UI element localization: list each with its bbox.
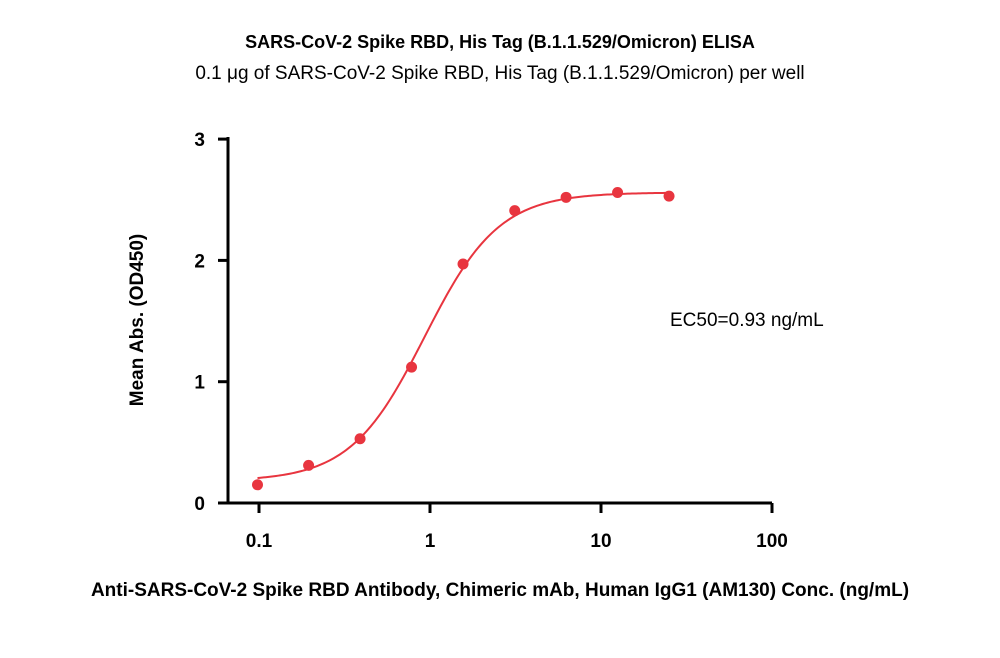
data-point xyxy=(406,361,418,373)
chart-subtitle: 0.1 μg of SARS-CoV-2 Spike RBD, His Tag … xyxy=(195,63,804,84)
y-tick-label: 3 xyxy=(194,130,205,151)
fitted-curve xyxy=(257,191,670,479)
data-point xyxy=(663,190,675,202)
data-point xyxy=(560,191,572,203)
data-point xyxy=(457,258,469,270)
x-ticks: 0.1 1 10 100 xyxy=(246,503,788,552)
chart-title: SARS-CoV-2 Spike RBD, His Tag (B.1.1.529… xyxy=(245,32,755,52)
x-tick-label: 100 xyxy=(756,531,788,552)
x-tick-label: 1 xyxy=(425,531,436,552)
data-point xyxy=(612,186,624,198)
data-points xyxy=(251,186,675,491)
y-tick-label: 1 xyxy=(194,373,205,394)
x-tick-label: 10 xyxy=(590,531,611,552)
y-tick-label: 2 xyxy=(194,251,205,272)
y-axis-label: Mean Abs. (OD450) xyxy=(127,234,148,406)
data-point xyxy=(251,479,263,491)
y-tick-label: 0 xyxy=(194,494,205,515)
axes xyxy=(226,137,772,505)
data-point xyxy=(303,459,315,471)
x-axis-label: Anti-SARS-CoV-2 Spike RBD Antibody, Chim… xyxy=(91,580,909,601)
data-point xyxy=(509,205,521,217)
ec50-annotation: EC50=0.93 ng/mL xyxy=(670,310,824,331)
y-ticks: 0 1 2 3 xyxy=(194,130,228,515)
x-tick-label: 0.1 xyxy=(246,531,273,552)
data-point xyxy=(354,433,366,445)
